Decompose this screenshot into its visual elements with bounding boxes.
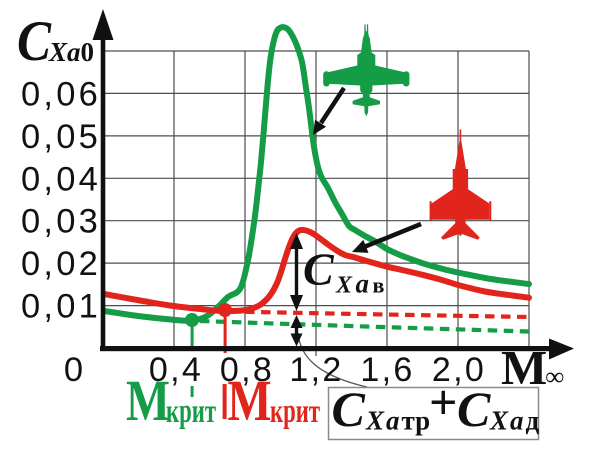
svg-text:0,4: 0,4 [149, 351, 203, 389]
svg-text:1,2: 1,2 [289, 351, 343, 389]
svg-text:0,05: 0,05 [21, 118, 101, 156]
svg-text:C: C [457, 381, 491, 437]
svg-text:крит: крит [270, 393, 320, 430]
svg-text:C: C [332, 381, 366, 437]
svg-text:М: М [228, 368, 272, 433]
svg-text:C: C [303, 244, 335, 295]
svg-text:∞: ∞ [546, 362, 565, 391]
svg-text:Xa0: Xa0 [48, 37, 94, 67]
svg-text:0,01: 0,01 [21, 288, 101, 326]
svg-text:Xaд: Xaд [489, 406, 540, 436]
svg-text:0,8: 0,8 [220, 351, 274, 389]
svg-text:0,03: 0,03 [21, 203, 101, 241]
svg-text:2,0: 2,0 [432, 351, 486, 389]
svg-text:0: 0 [64, 351, 83, 389]
svg-text:0,02: 0,02 [21, 245, 101, 283]
svg-text:0,04: 0,04 [21, 160, 101, 198]
svg-text:1,6: 1,6 [360, 351, 414, 389]
svg-text:М: М [126, 368, 170, 433]
svg-text:Xaв: Xaв [335, 269, 385, 299]
svg-text:0,06: 0,06 [21, 75, 101, 113]
svg-text:+: + [429, 374, 458, 430]
svg-text:крит: крит [166, 393, 216, 430]
svg-text:М: М [501, 340, 547, 395]
svg-text:Xaтр: Xaтр [365, 406, 430, 436]
svg-text:C: C [17, 10, 52, 73]
